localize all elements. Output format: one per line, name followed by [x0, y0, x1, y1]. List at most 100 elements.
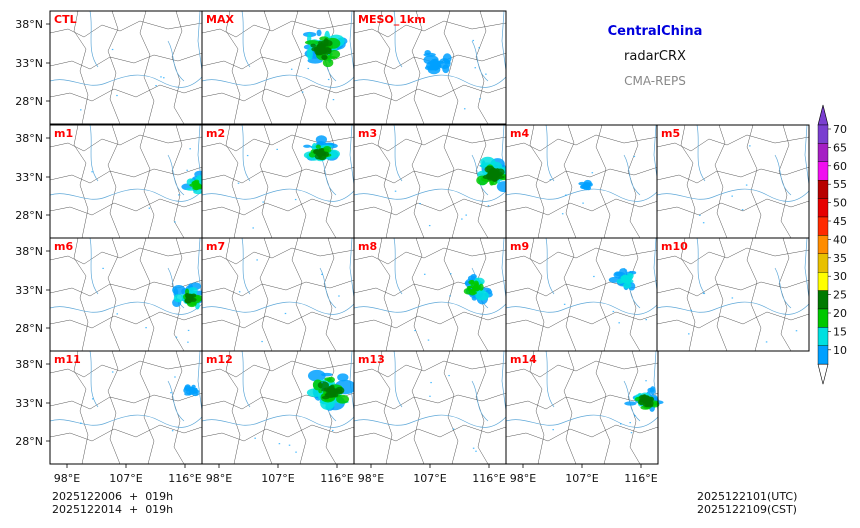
axis-ticks-layer: 38°N 33°N 28°N 38°N 33°N 28°N 38°N 33°N 28°N 38°N… [15, 18, 658, 485]
lon-tick-label: 98°E [358, 472, 384, 485]
light-echo [254, 437, 256, 439]
lat-tick-label: 33°N [15, 284, 43, 297]
light-echo [612, 310, 615, 313]
light-echo [261, 340, 263, 343]
panel-label: m14 [510, 353, 537, 366]
colorbar-label: 30 [833, 270, 847, 283]
lat-tick-label: 28°N [15, 435, 43, 448]
lon-tick-label: 116°E [320, 472, 353, 485]
province-borders [353, 350, 507, 465]
lat-tick-label: 28°N [15, 322, 43, 335]
lat-tick-label: 33°N [15, 57, 43, 70]
panel-label: m8 [358, 240, 377, 253]
reflectivity-echo [471, 291, 477, 295]
colorbar-swatch [817, 272, 829, 291]
colorbar-label: 40 [833, 233, 847, 246]
colorbar-swatch [817, 327, 829, 346]
panel-label: m5 [661, 127, 680, 140]
colorbar-label: 60 [833, 160, 847, 173]
light-echo [629, 270, 632, 273]
reflectivity-echo [336, 394, 350, 404]
light-echo [465, 214, 467, 216]
lon-tick-label: 107°E [109, 472, 142, 485]
colorbar-swatch [817, 216, 829, 236]
lon-tick-label: 116°E [168, 472, 201, 485]
panel-label: m9 [510, 240, 529, 253]
light-echo [702, 292, 705, 295]
colorbar-extend-min [817, 363, 829, 385]
reflectivity-echo [643, 400, 650, 405]
colorbar-swatch [817, 290, 829, 310]
light-echo [485, 73, 487, 75]
colorbar-label: 25 [833, 289, 847, 302]
light-echo [111, 48, 114, 51]
reflectivity-echo [310, 43, 316, 48]
reflectivity-echo [324, 377, 332, 382]
lon-tick-label: 98°E [510, 472, 536, 485]
reflectivity-echo [189, 183, 197, 187]
colorbar-label: 35 [833, 252, 847, 265]
reflectivity-echo [326, 386, 335, 391]
colorbar-swatch [817, 253, 829, 273]
light-echo [452, 428, 455, 430]
rivers [656, 124, 810, 202]
light-echo [591, 172, 594, 174]
light-echo [479, 98, 481, 100]
rivers [656, 237, 810, 315]
light-echo [338, 295, 340, 297]
reflectivity-echo [331, 392, 339, 398]
light-echo [645, 380, 647, 382]
map-panel: m3 [353, 124, 512, 239]
panel-background [50, 11, 202, 124]
reflectivity-echo [427, 64, 441, 75]
light-echo [332, 99, 335, 101]
province-borders [505, 237, 659, 352]
lon-tick-label: 107°E [261, 472, 294, 485]
light-echo [645, 319, 648, 321]
light-echo [549, 179, 552, 181]
reflectivity-echo [495, 171, 503, 177]
system-title: CMA-REPS [624, 74, 686, 88]
light-echo [321, 382, 323, 384]
panel-label: CTL [54, 13, 77, 26]
light-echo [116, 313, 118, 315]
lat-tick-label: 38°N [15, 18, 43, 31]
map-panel: m2 [201, 124, 355, 239]
lat-tick-label: 38°N [15, 245, 43, 258]
colorbar-extend-max [817, 104, 829, 126]
colorbar-label: 50 [833, 197, 847, 210]
light-echo [160, 76, 162, 78]
reflectivity-echo [191, 293, 197, 298]
province-borders [353, 237, 507, 352]
province-borders [656, 237, 810, 352]
panel-label: m11 [54, 353, 81, 366]
province-borders [49, 237, 203, 352]
lat-tick-label: 28°N [15, 95, 43, 108]
lon-tick-label: 116°E [472, 472, 505, 485]
light-echo [332, 429, 334, 432]
reflectivity-echo [620, 276, 625, 282]
reflectivity-echo [488, 176, 495, 180]
light-echo [163, 77, 165, 79]
light-echo [288, 444, 291, 446]
lat-tick-label: 28°N [15, 209, 43, 222]
reflectivity-echo [307, 369, 326, 382]
light-echo [634, 415, 636, 417]
colorbar-swatch [817, 198, 829, 218]
map-panel: CTL [49, 10, 203, 125]
light-echo [430, 381, 432, 384]
reflectivity-echo [303, 144, 312, 148]
light-echo [619, 423, 622, 425]
reflectivity-echo [316, 44, 326, 50]
light-echo [278, 443, 281, 445]
light-echo [80, 109, 82, 111]
light-echo [563, 303, 566, 305]
map-panel: m14 [505, 350, 664, 465]
light-echo [294, 198, 297, 201]
light-echo [327, 78, 330, 81]
light-echo [187, 341, 189, 343]
colorbar-label: 70 [833, 123, 847, 136]
rivers [201, 237, 355, 315]
map-panel: m9 [505, 237, 659, 352]
colorbar-label: 10 [833, 344, 847, 357]
